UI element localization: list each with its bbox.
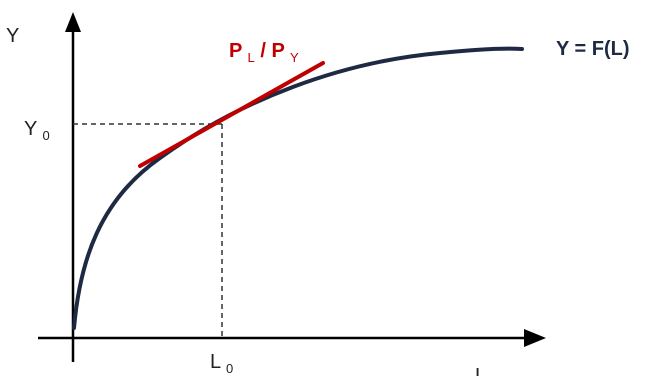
tangent-slope-label: P L / P Y <box>229 40 299 67</box>
tangent-label-slash: / <box>260 40 266 62</box>
tangent-label-p1: P <box>229 40 242 62</box>
l0-label-main: L <box>210 351 221 373</box>
x-axis-arrow <box>524 329 546 347</box>
l0-label: L 0 <box>210 351 233 376</box>
curve-label: Y = F(L) <box>556 38 630 60</box>
tangent-label-p2-sub: Y <box>290 50 299 65</box>
x-axis-label: L <box>475 365 486 376</box>
y-axis-arrow <box>65 12 81 32</box>
production-curve <box>72 46 524 330</box>
y0-label-main: Y <box>24 118 37 140</box>
tangent-label-p1-sub: L <box>248 50 255 65</box>
tangent-label-p2: P <box>271 40 284 62</box>
y0-label: Y 0 <box>24 118 50 143</box>
y-axis-label: Y <box>6 25 19 47</box>
tangent-line <box>138 61 325 168</box>
y0-label-sub: 0 <box>43 128 50 143</box>
l0-label-sub: 0 <box>226 361 233 376</box>
